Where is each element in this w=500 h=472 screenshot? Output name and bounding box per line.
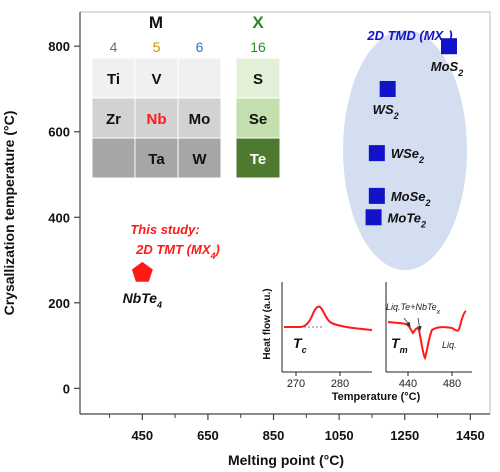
tmd-point-label: MoSe2	[391, 189, 431, 208]
group-number-m: 5	[153, 39, 161, 55]
element-cell	[235, 137, 281, 179]
inset-right-arrow-2	[417, 317, 422, 331]
group-number-x: 16	[250, 39, 266, 55]
element-cell	[235, 97, 281, 139]
x-tick-label: 650	[197, 428, 219, 443]
tmt-point-label: NbTe4	[123, 290, 163, 310]
element-symbol: Mo	[189, 111, 211, 128]
element-symbol: W	[192, 151, 207, 168]
inset-x-axis-title: Temperature (°C)	[332, 391, 421, 403]
inset-liq-te-label: Liq.Te+NbTex	[386, 302, 441, 316]
y-tick-label: 0	[63, 381, 70, 396]
inset-y-axis-title: Heat flow (a.u.)	[262, 288, 273, 359]
tmd-point-marker	[368, 145, 385, 162]
inset-liq-label: Liq.	[442, 340, 457, 350]
inset-dsc: 270 280 Tc 440 480 Liq.Te+NbTex Liq. Tm …	[255, 272, 473, 403]
element-cell	[235, 57, 281, 99]
tmd-point-label: WS2	[373, 102, 399, 121]
tmd-point-marker	[365, 209, 382, 226]
tmd-point-marker	[441, 38, 457, 55]
element-symbol: Te	[250, 151, 266, 168]
x-tick-label: 1450	[456, 428, 485, 443]
study-title-line2: 2D TMT (MX4)	[135, 242, 220, 261]
inset-background	[255, 272, 473, 394]
element-symbol: Zr	[106, 111, 121, 128]
tmt-point-marker	[131, 261, 153, 282]
x-tick-label: 450	[131, 428, 153, 443]
element-symbol: S	[253, 71, 263, 88]
element-symbol: Nb	[147, 111, 167, 128]
tmd-point-marker	[379, 80, 396, 97]
x-axis-title: Melting point (°C)	[228, 452, 344, 468]
element-cell	[177, 137, 222, 179]
inset-tc-label: Tc	[293, 335, 307, 355]
element-symbol: Se	[249, 111, 267, 128]
inset-left-curve	[284, 305, 373, 331]
tmd-point-label: MoS2	[431, 59, 463, 78]
inset-right-tick-label-1: 440	[399, 378, 417, 390]
y-tick-label: 800	[48, 39, 70, 54]
inset-left-tick-label-2: 280	[331, 378, 349, 390]
tmd-point-label: MoTe2	[388, 210, 426, 229]
y-tick-label: 200	[48, 296, 70, 311]
element-cell	[134, 97, 179, 139]
study-title-line1: This study:	[130, 222, 199, 237]
element-cell	[134, 137, 179, 179]
inset-right-arrow-1	[403, 317, 411, 327]
y-axis-title: Crysallization temperature (°C)	[1, 111, 17, 316]
y-tick-label: 600	[48, 125, 70, 140]
x-axis-ticks: 450 650 850 1050 1250 1450	[109, 414, 485, 443]
x-tick-label: 850	[263, 428, 285, 443]
group-number-m: 4	[110, 39, 118, 55]
element-cell	[91, 137, 136, 179]
element-symbol: Ti	[107, 71, 120, 88]
element-symbol: V	[151, 71, 161, 88]
inset-right-tick-label-2: 480	[443, 378, 461, 390]
tmd-point-marker	[368, 187, 385, 204]
y-axis-ticks: 0 200 400 600 800	[48, 39, 80, 396]
y-tick-label: 400	[48, 210, 70, 225]
element-symbol: Ta	[148, 151, 165, 168]
data-points: MoS2 WS2 WSe2 MoSe2 MoTe2 NbTe4	[123, 38, 463, 310]
inset-left-tick-label-1: 270	[287, 378, 305, 390]
inset-tm-label: Tm	[391, 335, 408, 355]
element-cell	[177, 97, 222, 139]
periodic-table: M X 4 5 6 16 Ti V Zr Nb Mo Ta W S Se Te	[91, 13, 281, 179]
group-number-m: 6	[196, 39, 204, 55]
tmd-point-label: WSe2	[391, 146, 424, 165]
x-tick-label: 1050	[325, 428, 354, 443]
x-tick-label: 1250	[390, 428, 419, 443]
element-cell	[177, 57, 222, 99]
group-x-label: X	[252, 13, 264, 32]
group-m-label: M	[149, 13, 163, 32]
